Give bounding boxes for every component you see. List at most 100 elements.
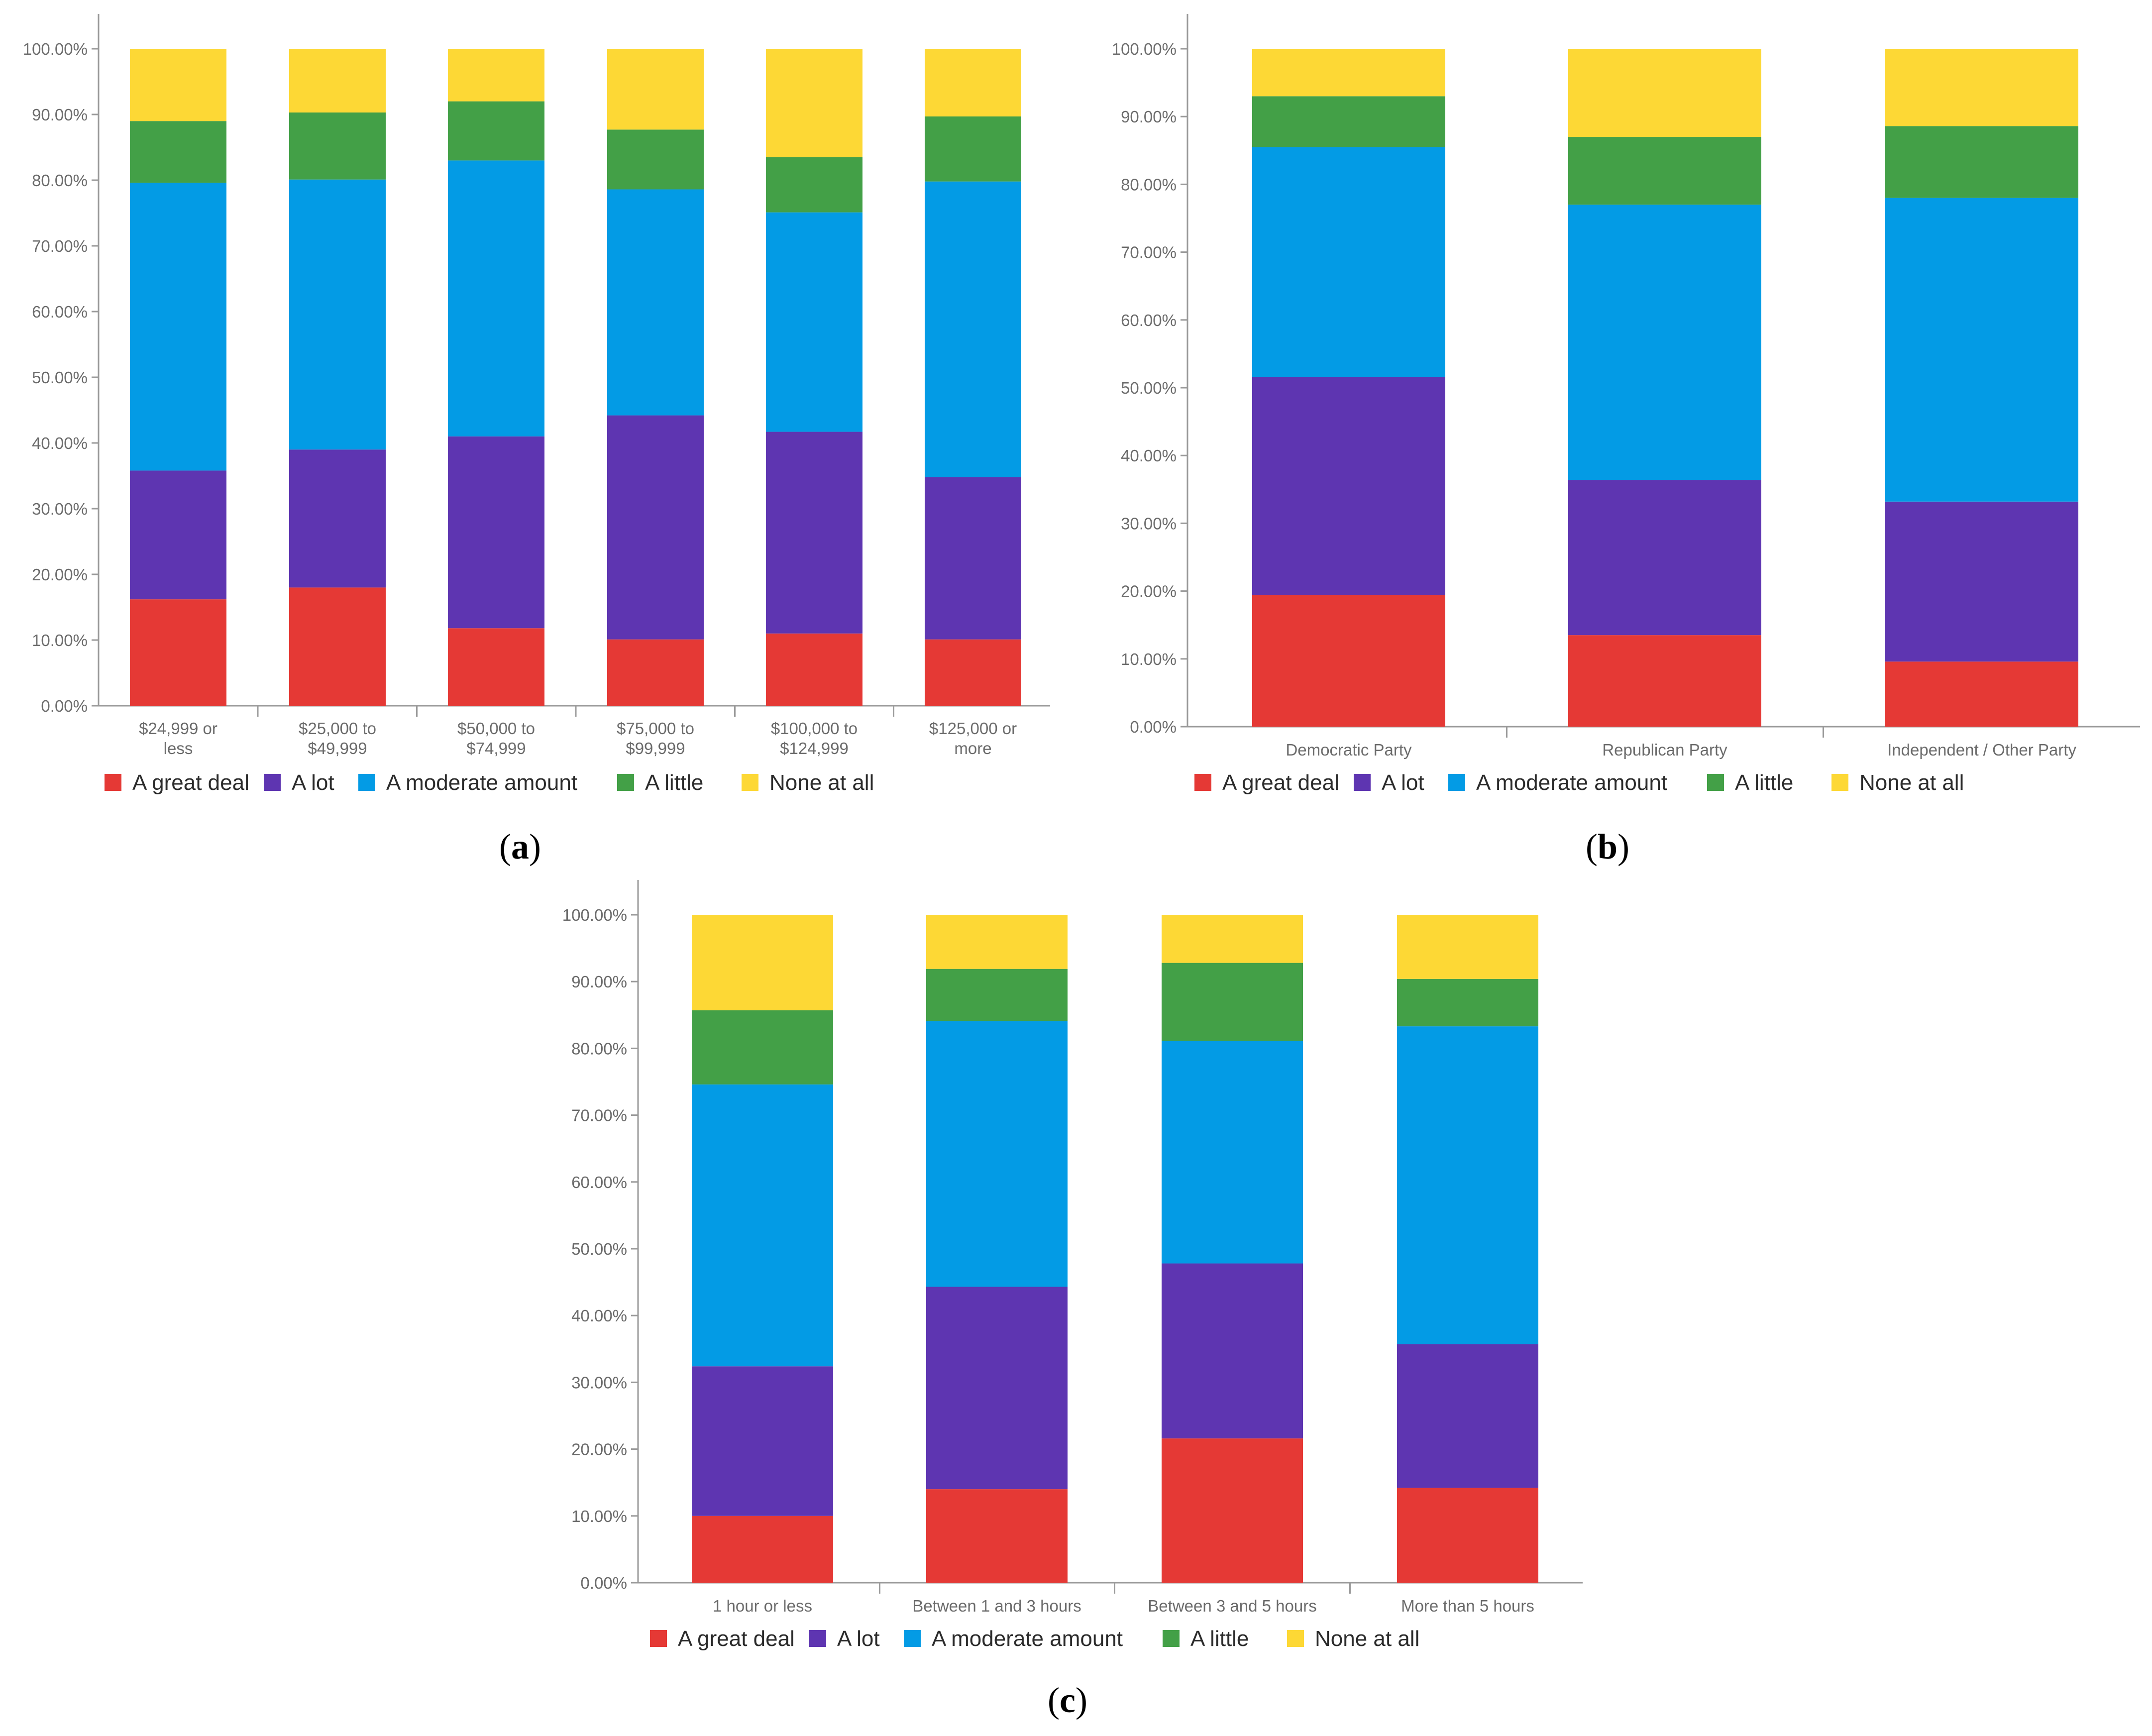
y-tick-label: 100.00% [23,40,88,58]
bar-segment-great-deal [1568,635,1761,727]
y-tick-label: 50.00% [1121,379,1177,397]
bar-segment-great-deal [1397,1488,1538,1583]
bar-segment-little [925,116,1021,182]
legend-swatch-great-deal [1194,774,1211,791]
legend-label: A little [645,770,703,795]
bar-segment-great-deal [607,639,704,706]
y-tick-label: 90.00% [1121,108,1177,126]
panel-label: (c) [1048,1680,1087,1720]
x-category-label: $74,999 [466,739,526,758]
legend-label: None at all [1315,1627,1419,1651]
bar-segment-a-lot [130,470,226,600]
legend-swatch-none [742,774,758,791]
bar-segment-moderate [607,189,704,416]
y-tick-label: 70.00% [1121,243,1177,262]
bar-segment-none [926,915,1068,969]
y-tick-label: 10.00% [1121,650,1177,668]
bar-segment-none [289,49,386,113]
x-category-label: 1 hour or less [713,1597,812,1615]
x-category-label: Between 1 and 3 hours [912,1597,1081,1615]
bar-segment-great-deal [130,599,226,706]
y-tick-label: 0.00% [41,697,88,715]
bar-segment-great-deal [925,639,1021,706]
bar-segment-little [1568,137,1761,205]
bar-segment-great-deal [926,1489,1068,1583]
y-tick-label: 20.00% [32,565,88,584]
x-category-label: Between 3 and 5 hours [1148,1597,1316,1615]
y-tick-label: 40.00% [571,1306,627,1325]
bar-segment-moderate [925,181,1021,477]
y-tick-label: 30.00% [571,1373,627,1392]
bar-segment-little [1252,96,1445,147]
bar-segment-none [692,915,833,1010]
bar-segment-moderate [692,1084,833,1367]
y-tick-label: 100.00% [1112,40,1177,58]
x-category-label: $125,000 or [929,719,1017,738]
legend-label: A little [1735,770,1793,795]
bar-segment-little [692,1010,833,1085]
y-tick-label: 30.00% [32,500,88,518]
legend-swatch-none [1287,1630,1304,1647]
y-tick-label: 50.00% [32,368,88,387]
bar-segment-great-deal [1252,595,1445,727]
bar-segment-little [607,129,704,190]
y-tick-label: 30.00% [1121,514,1177,533]
legend-label: A great deal [132,770,249,795]
legend-label: None at all [769,770,874,795]
legend-label: A moderate amount [932,1627,1123,1651]
bar-segment-a-lot [925,477,1021,640]
legend-swatch-little [1163,1630,1180,1647]
legend-swatch-moderate [1448,774,1465,791]
bar-segment-moderate [130,183,226,471]
legend-label: A great deal [1222,770,1339,795]
bar-segment-none [766,49,862,157]
legend-label: A little [1190,1627,1249,1651]
y-tick-label: 70.00% [32,237,88,255]
panel-label-letter: b [1598,827,1617,867]
legend-swatch-moderate [358,774,375,791]
bar-segment-a-lot [692,1366,833,1516]
bar-segment-a-lot [766,432,862,634]
x-category-label: Democratic Party [1286,741,1412,759]
bar-segment-moderate [1568,205,1761,480]
y-tick-label: 40.00% [1121,446,1177,465]
y-tick-label: 90.00% [32,106,88,124]
y-tick-label: 50.00% [571,1240,627,1258]
bar-segment-great-deal [692,1516,833,1583]
panel-label: (b) [1586,827,1629,867]
legend-label: A lot [837,1627,880,1651]
x-category-label: $50,000 to [457,719,535,738]
legend-label: A great deal [678,1627,795,1651]
bar-segment-a-lot [448,436,544,629]
panel-label-letter: c [1060,1680,1076,1720]
bar-segment-none [1397,915,1538,979]
bar-segment-great-deal [448,628,544,706]
legend-swatch-a-lot [264,774,281,791]
y-tick-label: 60.00% [32,303,88,321]
x-category-label: $24,999 or [139,719,217,738]
bar-segment-moderate [289,179,386,450]
bar-segment-moderate [926,1021,1068,1287]
panel-label-letter: a [511,827,529,867]
bar-segment-little [130,121,226,183]
legend-swatch-a-lot [1354,774,1371,791]
bar-segment-moderate [1252,147,1445,377]
bar-segment-moderate [1162,1041,1303,1264]
bar-segment-none [1252,49,1445,97]
x-category-label: Republican Party [1602,741,1727,759]
bar-segment-none [1162,915,1303,963]
y-tick-label: 60.00% [1121,311,1177,329]
panel-label-close-paren: ) [1617,827,1629,867]
x-category-label: $100,000 to [771,719,858,738]
y-tick-label: 0.00% [1130,718,1177,736]
x-category-label: $99,999 [626,739,685,758]
y-tick-label: 10.00% [571,1507,627,1525]
x-category-label: More than 5 hours [1401,1597,1534,1615]
y-tick-label: 80.00% [1121,175,1177,194]
bar-segment-great-deal [766,633,862,706]
bar-segment-a-lot [1885,501,2078,662]
bar-segment-a-lot [926,1287,1068,1490]
x-category-label: $124,999 [780,739,849,758]
legend-swatch-none [1831,774,1848,791]
